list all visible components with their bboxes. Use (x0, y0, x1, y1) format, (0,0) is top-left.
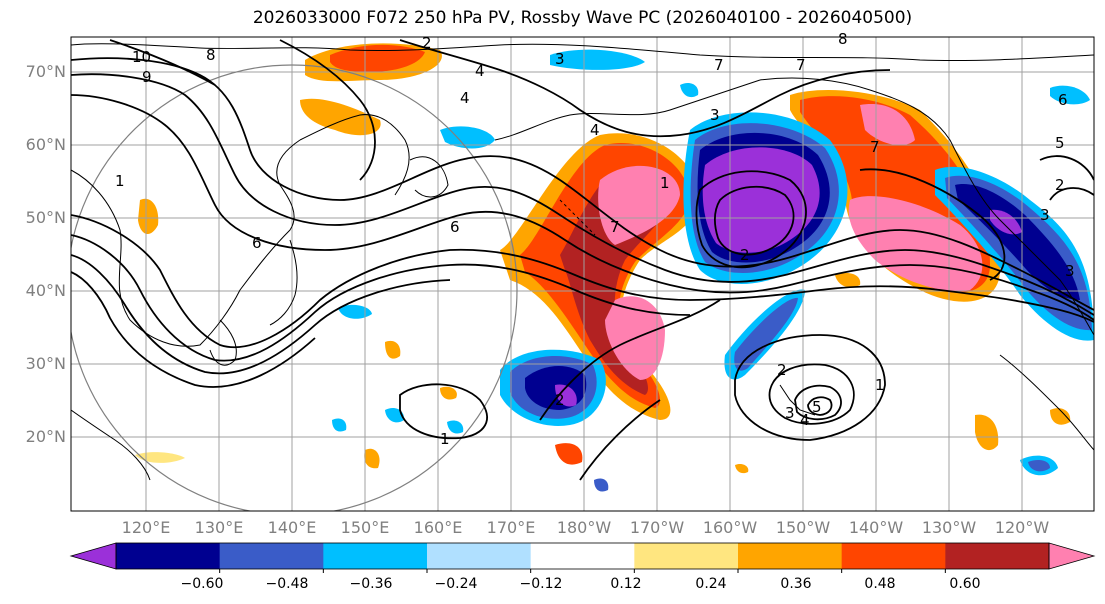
colorbar-extend-min (69, 542, 117, 570)
map-frame (70, 36, 1095, 512)
contour-label: 4 (800, 411, 810, 429)
lat-label-20n: 20°N (25, 427, 66, 446)
lat-label-40n: 40°N (25, 281, 66, 300)
colorbar-segment (945, 543, 1050, 569)
contour-label: 6 (450, 218, 460, 236)
colorbar-tick-label: −0.48 (265, 576, 309, 592)
lon-label: 170°E (486, 518, 536, 537)
contour-label: 1 (115, 172, 125, 190)
contour-label: 10 (132, 48, 151, 66)
lon-label: 140°W (848, 518, 904, 537)
contour-label: 6 (1058, 91, 1068, 109)
colorbar-segment (841, 543, 946, 569)
colorbar-tick-label: 0.12 (610, 576, 642, 592)
contour-label: 8 (206, 46, 216, 64)
colorbar-tick-label: −0.36 (349, 576, 393, 592)
contour-label: 3 (555, 50, 565, 68)
contour-label: 2 (422, 34, 432, 52)
contour-label: 1 (440, 430, 450, 448)
contour-label: 1 (875, 376, 885, 394)
colorbar (69, 542, 1096, 573)
colorbar-segment (116, 543, 221, 569)
lon-label: 150°E (340, 518, 390, 537)
lon-label: 160°E (413, 518, 463, 537)
contour-label: 3 (1040, 206, 1050, 224)
colorbar-extend-max (1048, 542, 1096, 570)
colorbar-tick-label: −0.12 (519, 576, 563, 592)
contour-label: 2 (777, 361, 787, 379)
coastlines (71, 43, 1094, 481)
contour-label: 1 (660, 174, 670, 192)
contour-label: 8 (838, 30, 848, 48)
lon-label: 130°W (921, 518, 977, 537)
colorbar-tick-label: −0.24 (434, 576, 478, 592)
contour-label: 7 (796, 56, 806, 74)
lat-label-50n: 50°N (25, 208, 66, 227)
lon-label: 130°E (194, 518, 244, 537)
lat-label-60n: 60°N (25, 135, 66, 154)
colorbar-segment (323, 543, 428, 569)
lat-label-70n: 70°N (25, 62, 66, 81)
contour-label: 7 (714, 56, 724, 74)
colorbar-tick-label: 0.24 (695, 576, 727, 592)
contour-label: 7 (870, 138, 880, 156)
lon-label: 120°E (121, 518, 171, 537)
contour-label: 9 (142, 68, 152, 86)
contour-label: 4 (460, 89, 470, 107)
radius-circle (71, 64, 518, 511)
lon-label: 150°W (775, 518, 831, 537)
colorbar-segment (634, 543, 739, 569)
contour-label: 3 (710, 106, 720, 124)
lon-label: 140°E (267, 518, 317, 537)
contour-label: 5 (1055, 134, 1065, 152)
lon-label: 120°W (994, 518, 1050, 537)
lon-label: 160°W (702, 518, 758, 537)
colorbar-segment (427, 543, 532, 569)
contour-label: 4 (590, 121, 600, 139)
map-title: 2026033000 F072 250 hPa PV, Rossby Wave … (252, 8, 913, 28)
contour-label: 3 (785, 404, 795, 422)
colorbar-segment (738, 543, 843, 569)
contour-label: 6 (252, 234, 262, 252)
graticule (71, 37, 1094, 511)
colorbar-tick-label: −0.60 (180, 576, 224, 592)
contour-label: 7 (610, 218, 620, 236)
contour-label: 3 (1065, 262, 1075, 280)
colorbar-tick-label: 0.36 (780, 576, 812, 592)
colorbar-tick-label: 0.48 (864, 576, 896, 592)
contour-label: 2 (555, 391, 565, 409)
lon-label: 170°W (629, 518, 685, 537)
negative-anomaly-shading (332, 49, 1094, 492)
contour-label: 4 (475, 62, 485, 80)
contour-labels: 10 9 8 2 3 4 7 7 8 6 4 3 4 7 2 1 6 6 7 5… (115, 30, 1075, 448)
colorbar-segment (530, 543, 635, 569)
lon-label: 180°W (556, 518, 612, 537)
contour-label: 5 (812, 398, 822, 416)
contour-label: 2 (1055, 176, 1065, 194)
colorbar-tick-label: 0.60 (949, 576, 981, 592)
contour-label: 2 (740, 246, 750, 264)
lat-label-30n: 30°N (25, 354, 66, 373)
colorbar-segment (219, 543, 324, 569)
colorbar-outline (115, 542, 1050, 570)
pv-contours (71, 39, 1094, 481)
